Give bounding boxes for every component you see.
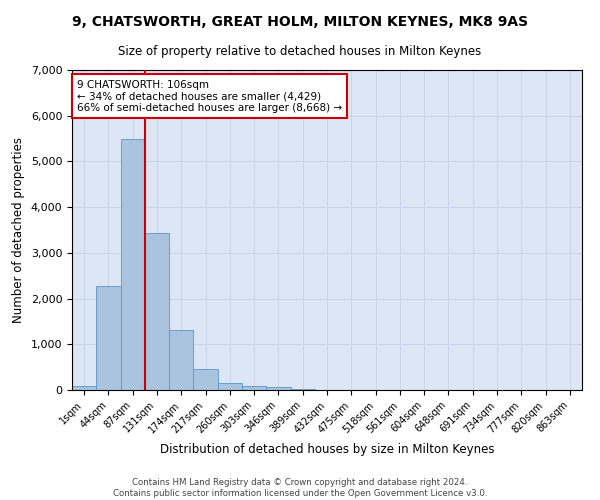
- Text: Size of property relative to detached houses in Milton Keynes: Size of property relative to detached ho…: [118, 45, 482, 58]
- Text: Contains HM Land Registry data © Crown copyright and database right 2024.
Contai: Contains HM Land Registry data © Crown c…: [113, 478, 487, 498]
- Text: 9 CHATSWORTH: 106sqm
← 34% of detached houses are smaller (4,429)
66% of semi-de: 9 CHATSWORTH: 106sqm ← 34% of detached h…: [77, 80, 342, 113]
- Bar: [145, 233, 169, 390]
- Bar: [218, 383, 242, 390]
- Bar: [193, 369, 218, 390]
- Bar: [72, 386, 96, 390]
- Bar: [242, 386, 266, 390]
- X-axis label: Distribution of detached houses by size in Milton Keynes: Distribution of detached houses by size …: [160, 443, 494, 456]
- Y-axis label: Number of detached properties: Number of detached properties: [12, 137, 25, 323]
- Bar: [266, 388, 290, 390]
- Text: 9, CHATSWORTH, GREAT HOLM, MILTON KEYNES, MK8 9AS: 9, CHATSWORTH, GREAT HOLM, MILTON KEYNES…: [72, 15, 528, 29]
- Bar: [169, 330, 193, 390]
- Bar: [290, 388, 315, 390]
- Bar: [121, 140, 145, 390]
- Bar: [96, 286, 121, 390]
